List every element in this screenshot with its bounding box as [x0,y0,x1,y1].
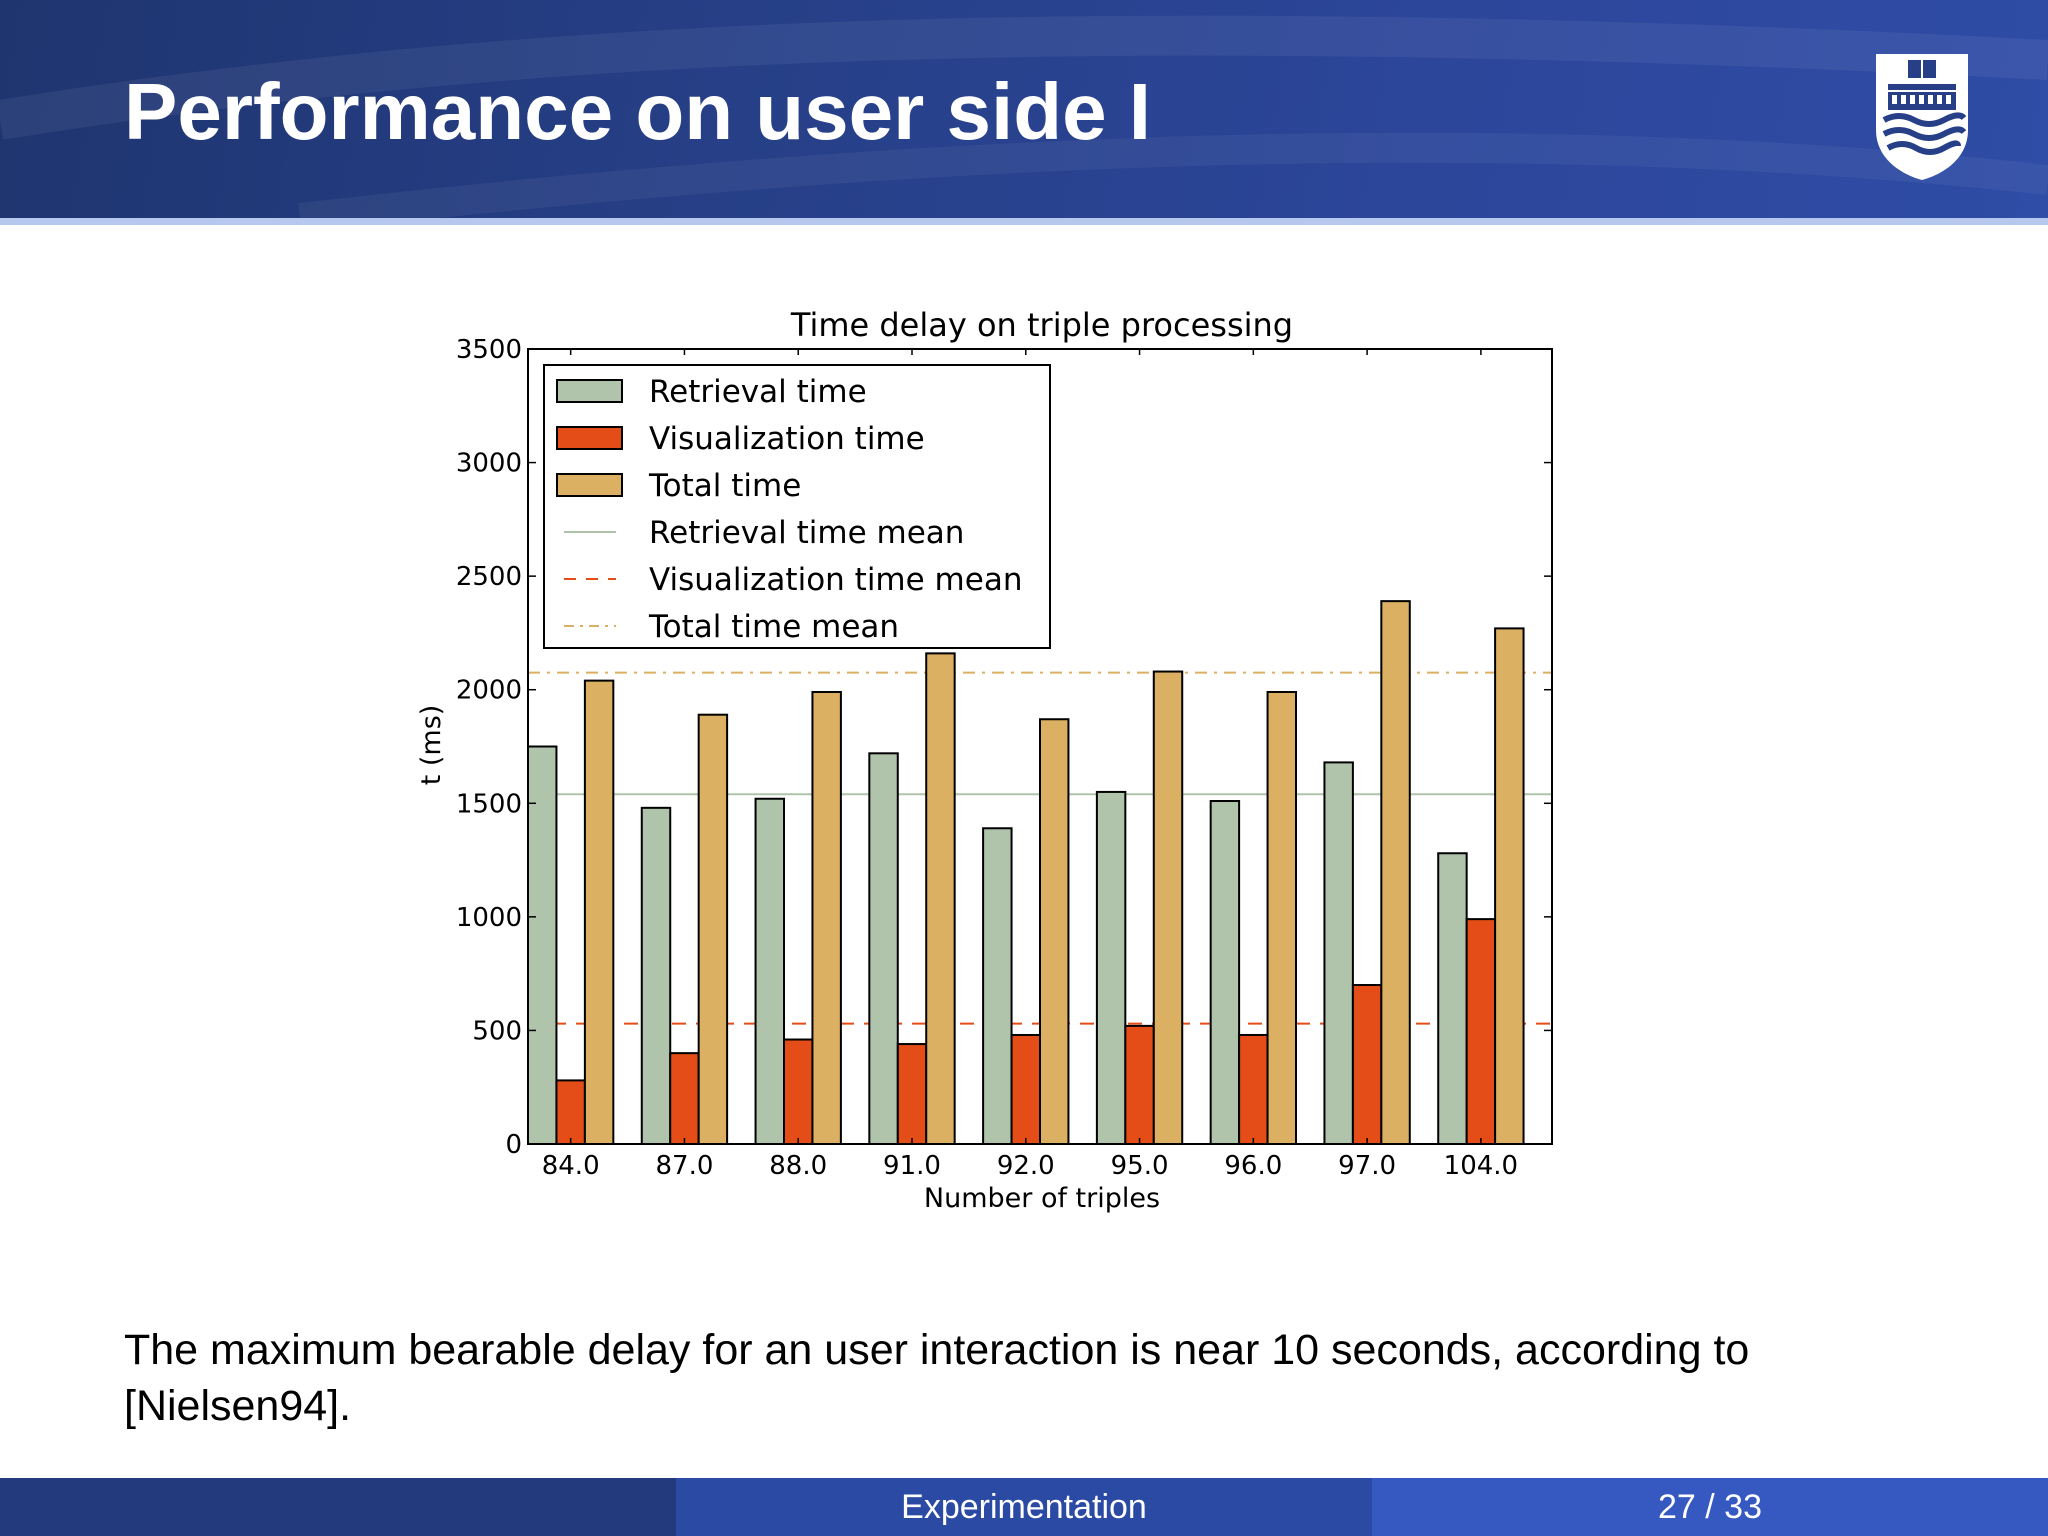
bar-2-4 [1039,718,1070,1145]
y-tick-label-0: 0 [505,1130,522,1160]
university-shield-logo-icon [1876,54,1968,180]
legend-label-1: Visualization time [649,421,925,457]
bar-0-5 [1095,790,1127,1145]
header-swoosh-decoration [0,15,2048,218]
x-tick-label-0: 84.0 [542,1151,600,1181]
bar-0-3 [868,752,899,1145]
x-tick-label-1: 87.0 [655,1151,713,1181]
bar-1-2 [783,1038,814,1145]
bar-0-7 [1323,761,1354,1145]
slide-caption: The maximum bearable delay for an user i… [124,1326,1750,1430]
bar-1-0 [555,1079,586,1146]
header-accent-strip [0,218,2048,225]
bar-2-3 [925,652,956,1145]
x-tick-label-3: 91.0 [883,1151,941,1181]
y-tick-label-7: 3500 [456,335,522,365]
bar-2-0 [583,679,615,1145]
footer-page-number: 27 / 33 [1372,1478,2048,1536]
footer-section-label: Experimentation [676,1478,1372,1536]
bar-1-7 [1351,984,1383,1145]
bar-0-6 [1209,800,1241,1145]
legend-box [543,364,1051,649]
bar-0-4 [982,827,1013,1145]
bar-1-6 [1238,1033,1269,1146]
plot-frame [527,348,1553,1145]
legend-label-4: Visualization time mean [649,562,1022,598]
x-tick-label-2: 88.0 [769,1151,827,1181]
legend-label-0: Retrieval time [649,374,867,410]
bar-1-4 [1010,1033,1041,1146]
bar-2-8 [1494,627,1525,1145]
x-tick-label-5: 95.0 [1111,1151,1169,1181]
legend-swatch-1 [556,426,623,450]
bar-chart: Time delay on triple processing Number o… [416,306,1553,1214]
bar-1-5 [1124,1024,1155,1146]
x-tick-label-8: 104.0 [1444,1151,1518,1181]
slide-footer: Experimentation 27 / 33 [0,1478,2048,1536]
bar-0-2 [754,797,785,1145]
x-tick-label-6: 96.0 [1224,1151,1282,1181]
bar-0-1 [640,806,672,1145]
chart-legend: Retrieval time Visualization time Total ti… [543,364,1051,649]
y-tick-label-6: 3000 [456,449,522,479]
chart-ylabel: t (ms) [416,705,447,786]
bar-2-7 [1380,600,1411,1145]
chart-title: Time delay on triple processing [790,306,1293,344]
slide-title: Performance on user side I [124,67,1152,156]
legend-swatch-0 [556,379,623,403]
chart-xlabel: Number of triples [924,1183,1160,1214]
y-tick-label-3: 1500 [456,789,522,819]
y-tick-label-4: 2000 [456,676,522,706]
slide-header: Performance on user side I [0,0,2048,218]
legend-label-3: Retrieval time mean [649,515,964,551]
bar-1-3 [896,1043,928,1145]
y-tick-label-1: 500 [472,1016,522,1046]
y-tick-label-2: 1000 [456,903,522,933]
bar-2-1 [697,713,729,1145]
bar-1-1 [669,1052,700,1146]
bar-2-2 [811,690,842,1145]
bar-0-0 [527,745,558,1145]
bars [527,600,1525,1146]
legend-swatch-2 [556,473,623,497]
x-tick-label-7: 97.0 [1338,1151,1396,1181]
x-tick-label-4: 92.0 [997,1151,1055,1181]
axis-ticks: 84.0 87.0 88.0 91.0 92.0 95.0 96.0 97.0 104.0 0 50… [456,335,1552,1181]
legend-label-5: Total time mean [648,609,899,645]
bar-0-8 [1437,852,1468,1145]
bar-2-5 [1152,670,1184,1145]
legend-label-2: Total time [648,468,801,504]
bar-1-8 [1465,918,1497,1146]
bar-2-6 [1266,690,1297,1145]
y-tick-label-5: 2500 [456,562,522,592]
footer-left-segment [0,1478,676,1536]
